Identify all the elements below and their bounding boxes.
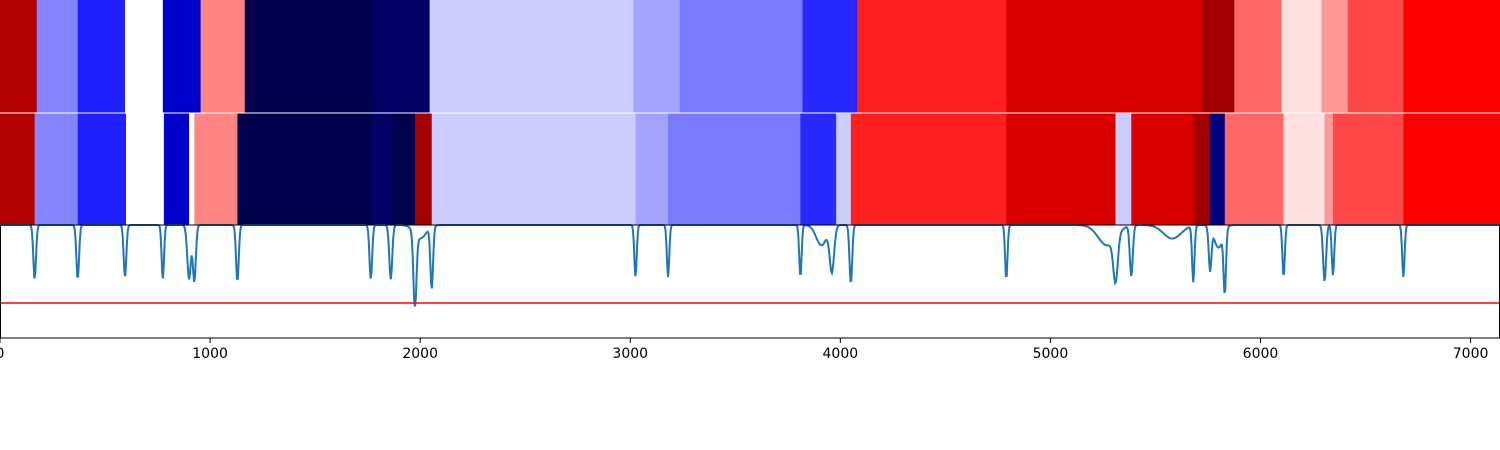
- heatmap-cell: [1006, 113, 1117, 226]
- heatmap-cell: [1403, 0, 1500, 113]
- x-tick-label: 3000: [612, 346, 648, 362]
- heatmap-cell: [850, 113, 1007, 226]
- heatmap-cell: [1332, 113, 1404, 226]
- heatmap-cell: [1281, 0, 1322, 113]
- heatmap-cell: [200, 0, 246, 113]
- heatmap-cell: [1347, 0, 1404, 113]
- heatmap-cell: [194, 113, 238, 226]
- heatmap-cell: [372, 0, 431, 113]
- heatmap-cell: [1210, 113, 1226, 226]
- x-tick-label: 4000: [823, 346, 859, 362]
- signal-frame: [0, 224, 1500, 339]
- heatmap-cell: [1324, 113, 1334, 226]
- heatmap-cell: [857, 0, 1007, 113]
- heatmap-cell: [1234, 0, 1283, 113]
- x-axis: 0 1000 2000 3000 4000 5000 6000 7000: [0, 338, 1488, 362]
- signal-panel: [0, 224, 1500, 307]
- heatmap-row-2: [0, 113, 1500, 226]
- heatmap-cell: [370, 113, 392, 226]
- heatmap-cell: [1006, 0, 1203, 113]
- heatmap-cell: [836, 113, 852, 226]
- signal-line: [0, 224, 1500, 307]
- heatmap-cell: [125, 0, 164, 113]
- heatmap-cell: [163, 113, 190, 226]
- heatmap-cell: [635, 113, 669, 226]
- heatmap-cell: [162, 0, 202, 113]
- heatmap-cell: [390, 113, 416, 226]
- heatmap-cell: [0, 113, 36, 226]
- heatmap-cell: [679, 0, 804, 113]
- heatmap-cell: [1115, 113, 1132, 226]
- heatmap-cell: [1193, 113, 1211, 226]
- axes-frame: [0, 224, 1500, 339]
- heatmap-cell: [1201, 0, 1235, 113]
- x-tick-label: 0: [0, 346, 4, 362]
- x-tick-label: 1000: [192, 346, 228, 362]
- x-tick-label: 2000: [402, 346, 438, 362]
- heatmap-cell: [1131, 113, 1194, 226]
- heatmap-cell: [77, 113, 127, 226]
- heatmap-cell: [34, 113, 79, 226]
- heatmap-cell: [431, 113, 636, 226]
- heatmap-cell: [1224, 113, 1285, 226]
- x-tick-label: 6000: [1243, 346, 1279, 362]
- x-tick-label: 7000: [1453, 346, 1489, 362]
- heatmap-cell: [800, 113, 837, 226]
- heatmap-cell: [1321, 0, 1349, 113]
- heatmap-cell: [414, 113, 433, 226]
- heatmap-cell: [77, 0, 126, 113]
- heatmap-cell: [802, 0, 858, 113]
- heatmap-cell: [633, 0, 681, 113]
- heatmap-cell: [189, 113, 195, 226]
- heatmap-cell: [0, 0, 38, 113]
- heatmap-cell: [429, 0, 634, 113]
- heatmap-cell: [36, 0, 79, 113]
- heatmap-cell: [237, 113, 372, 226]
- heatmap-cell: [668, 113, 801, 226]
- heatmap-cell: [244, 0, 374, 113]
- heatmap-row-1: [0, 0, 1500, 113]
- x-tick-label: 5000: [1033, 346, 1069, 362]
- heatmap-cell: [126, 113, 165, 226]
- heatmap-cell: [1283, 113, 1326, 226]
- heatmap-cell: [1403, 113, 1500, 226]
